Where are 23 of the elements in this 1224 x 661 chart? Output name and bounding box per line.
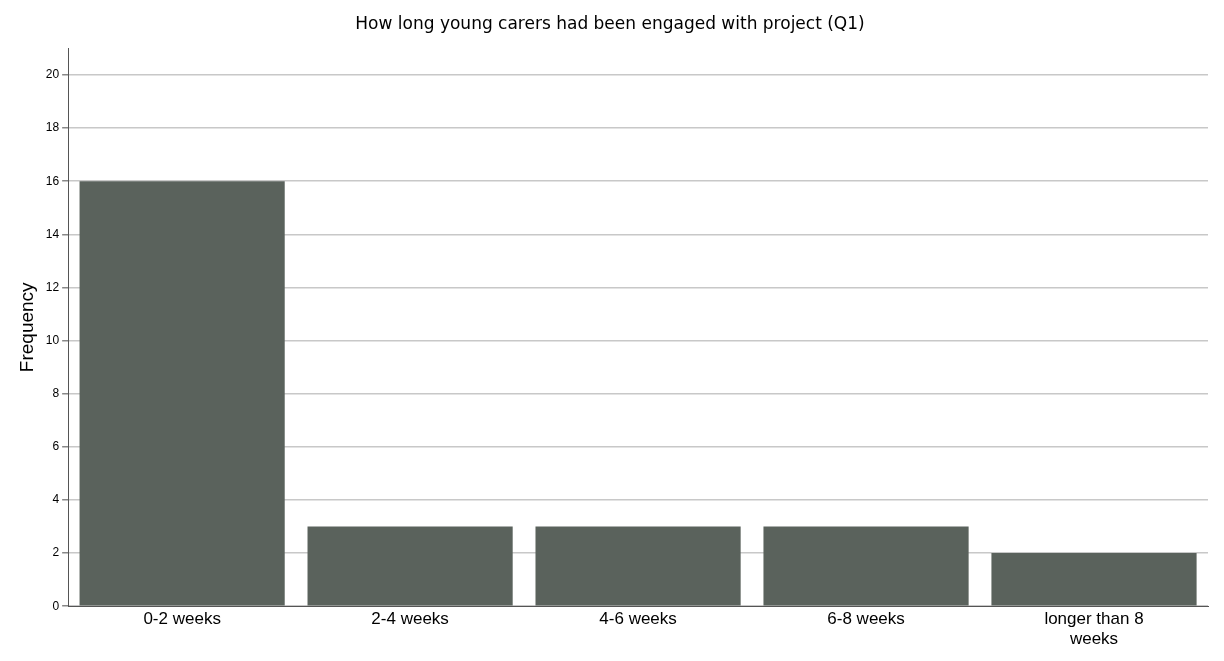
y-tick-label: 10	[45, 332, 60, 347]
y-tick-label: 18	[45, 120, 60, 135]
x-tick-label: longer than 8 weeks	[1044, 609, 1144, 649]
y-tick-label: 16	[45, 173, 60, 188]
y-tick-label: 2	[52, 545, 60, 560]
y-tick-label: 14	[45, 226, 60, 241]
y-axis-title: Frequency	[15, 281, 37, 373]
bar	[991, 553, 1197, 606]
y-tick-label: 6	[52, 439, 60, 454]
y-tick-label: 12	[45, 279, 60, 294]
x-tick-label: 0-2 weeks	[143, 609, 221, 629]
y-tick-label: 4	[52, 492, 60, 507]
bar	[763, 526, 969, 606]
bar	[79, 181, 285, 606]
y-tick-label: 8	[52, 386, 60, 401]
y-tick-label: 0	[52, 598, 60, 613]
x-tick-label: 4-6 weeks	[599, 609, 677, 629]
chart-title: How long young carers had been engaged with project (Q1)	[355, 12, 865, 33]
y-tick-label: 20	[45, 67, 60, 82]
x-tick-label: 2-4 weeks	[371, 609, 449, 629]
bar	[535, 526, 741, 606]
x-tick-label: 6-8 weeks	[827, 609, 905, 629]
bar	[307, 526, 513, 606]
